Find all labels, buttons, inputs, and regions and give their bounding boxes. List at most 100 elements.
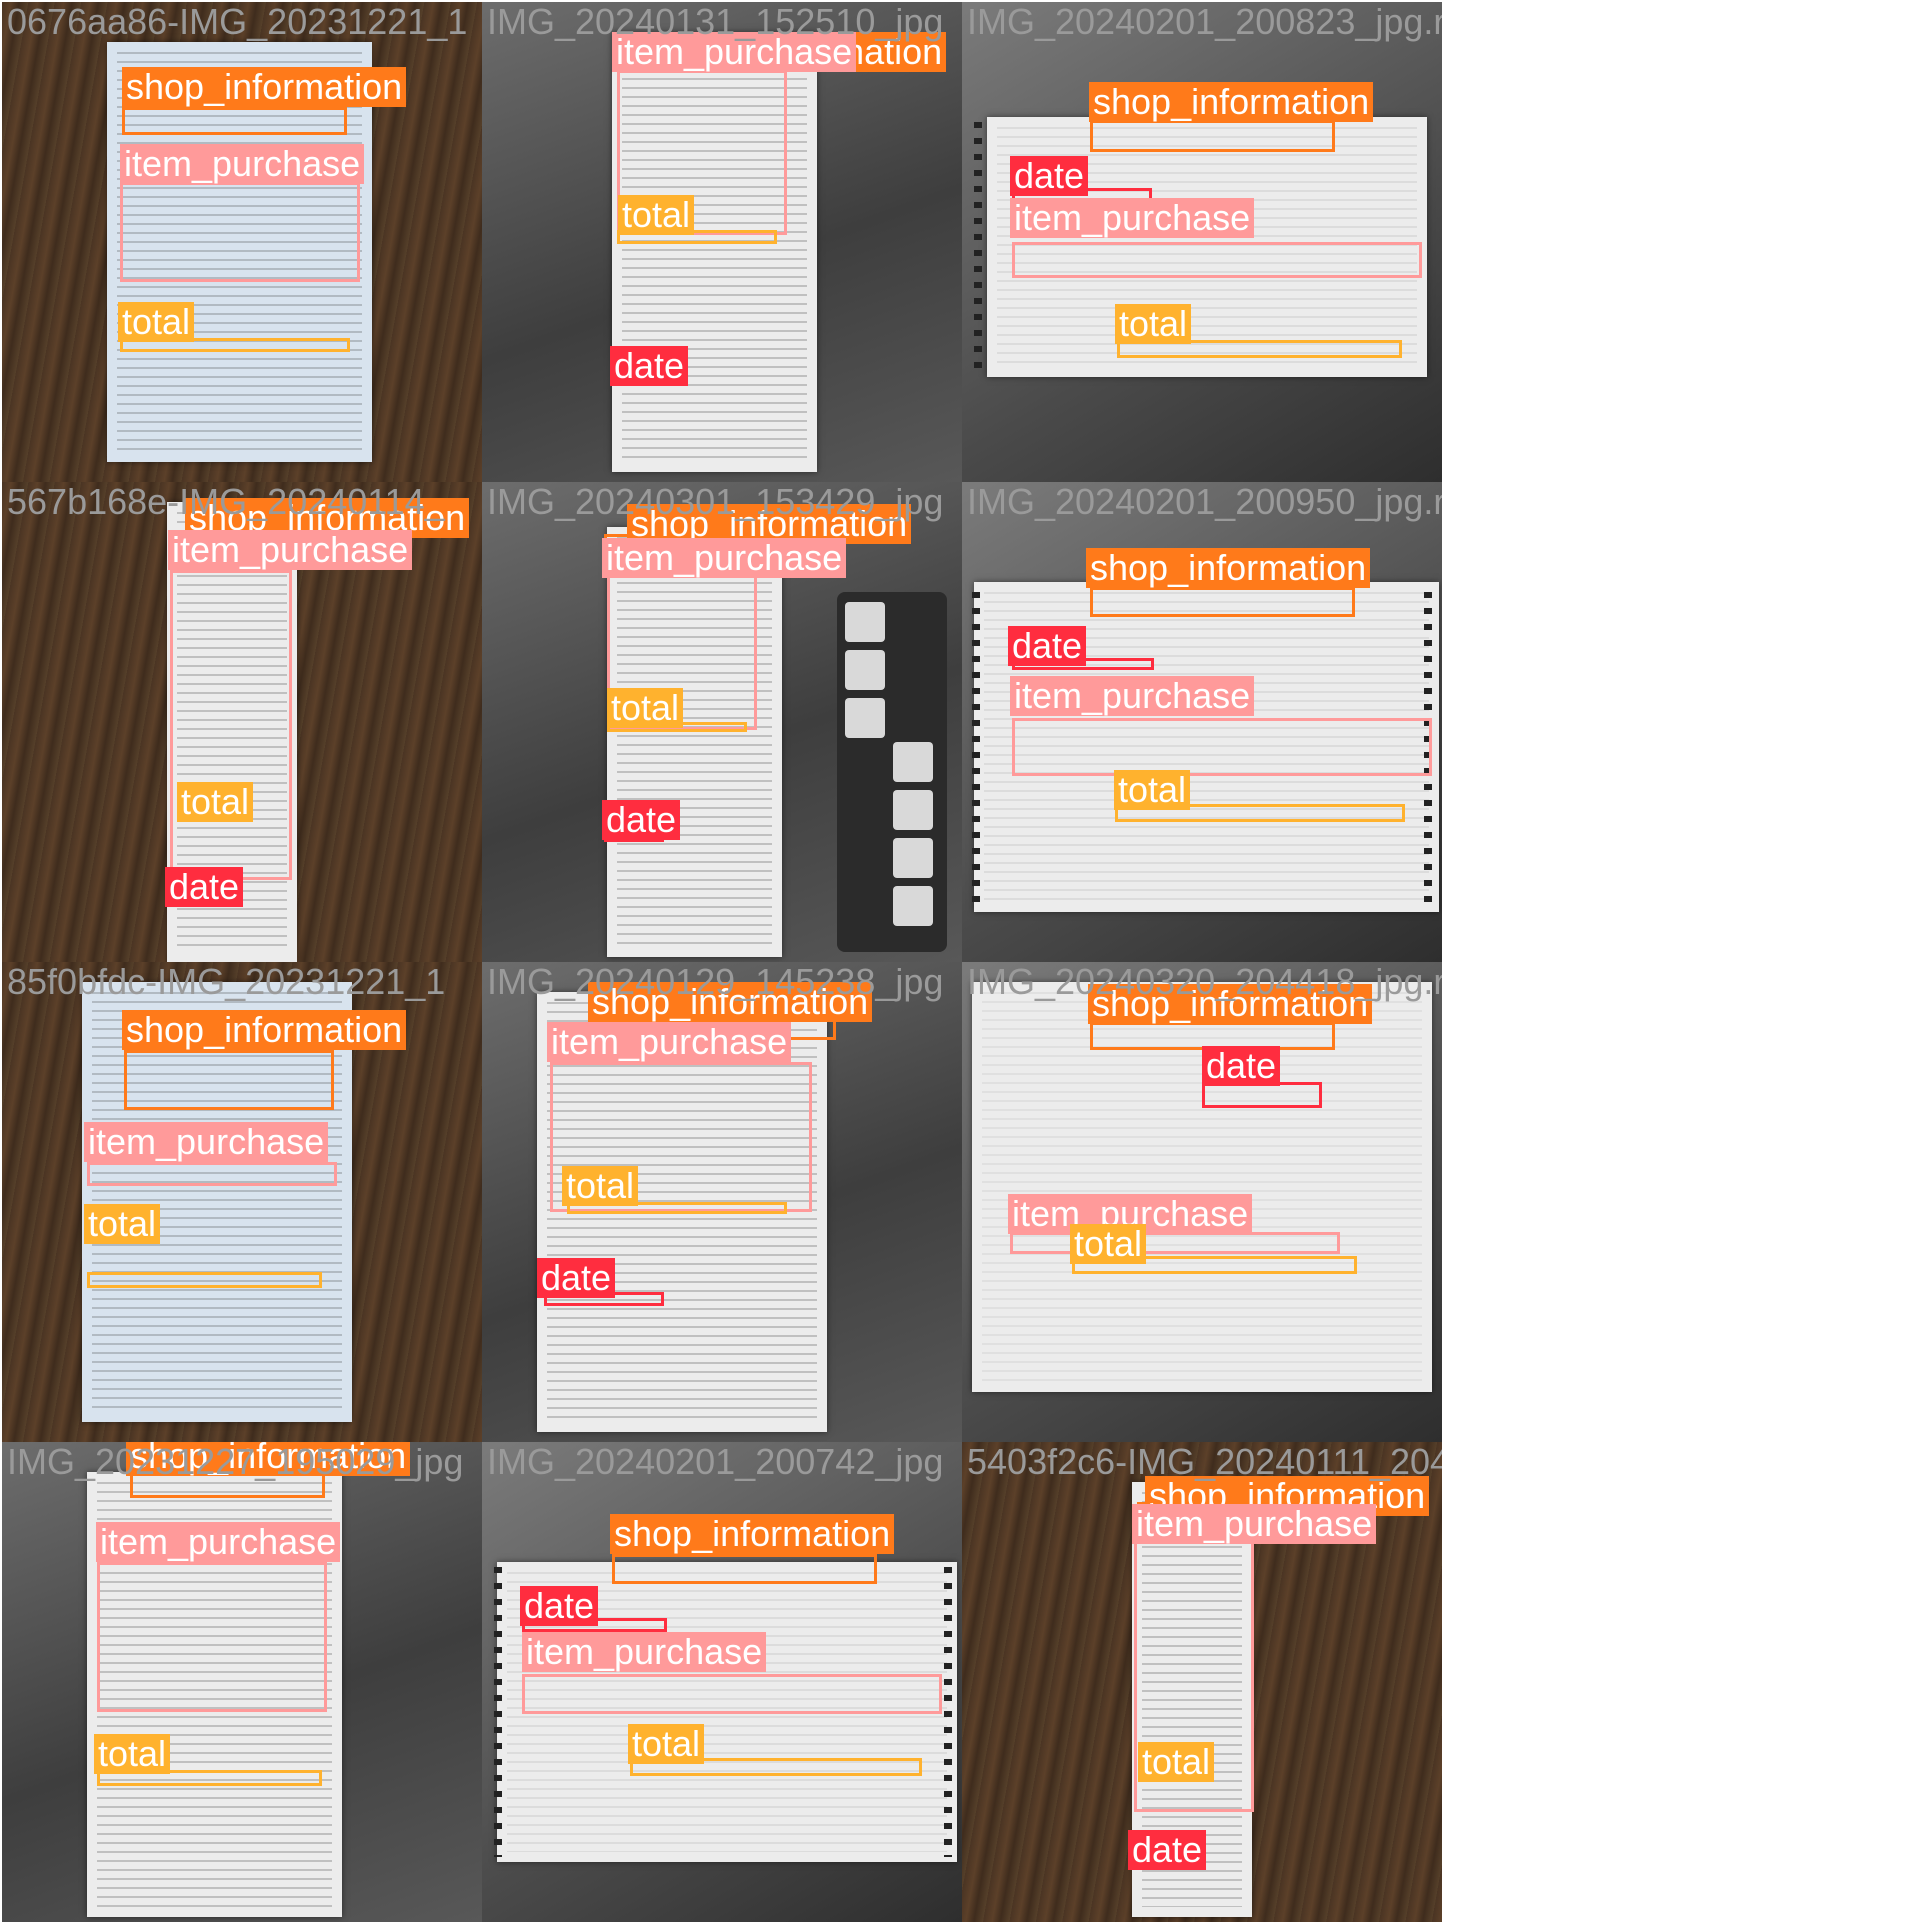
date-label: date — [610, 346, 689, 386]
date-label: date — [1008, 626, 1087, 666]
item-purchase-label: item_purchase — [1132, 1504, 1377, 1544]
item-purchase-label: item_purchase — [1010, 198, 1255, 238]
total-label: total — [607, 688, 684, 728]
item-purchase-box — [120, 182, 360, 282]
tile-filename: IMG_20240131_152510_jpg — [487, 2, 944, 42]
perforation — [944, 1567, 952, 1857]
tile-10: shop_information item_purchase total IMG… — [2, 1442, 482, 1922]
perforation — [1424, 592, 1432, 902]
tile-1: shop_information item_purchase total 067… — [2, 2, 482, 482]
shop-info-label: shop_information — [122, 67, 407, 107]
item-purchase-label: item_purchase — [120, 144, 365, 184]
item-purchase-box — [550, 1062, 812, 1212]
date-label: date — [537, 1258, 616, 1298]
item-purchase-box — [170, 570, 292, 880]
tile-4: shop_information item_purchase total dat… — [2, 482, 482, 962]
tile-empty-4 — [1442, 1442, 1920, 1922]
shop-info-box — [122, 107, 347, 135]
total-box — [97, 1770, 322, 1786]
item-purchase-label: item_purchase — [522, 1632, 767, 1672]
shop-info-box — [124, 1050, 334, 1110]
tile-filename: IMG_20240201_200823_jpg.rf.5d19e1f8ca079 — [967, 2, 1442, 42]
item-purchase-box — [97, 1562, 327, 1712]
item-purchase-label: item_purchase — [168, 530, 413, 570]
shop-info-box — [612, 1554, 877, 1584]
shop-info-label: shop_information — [610, 1514, 895, 1554]
keyboard-object — [837, 592, 947, 952]
receipt-image — [612, 32, 817, 472]
total-label: total — [628, 1724, 705, 1764]
receipt-image — [607, 527, 782, 957]
tile-filename: IMG_20240301_153429_jpg — [487, 482, 944, 522]
tile-7: shop_information item_purchase total 85f… — [2, 962, 482, 1442]
tile-filename: 567b168e-IMG_20240114_ — [7, 482, 445, 522]
receipt-image — [107, 42, 372, 462]
tile-12: shop_information item_purchase total dat… — [962, 1442, 1442, 1922]
date-label: date — [520, 1586, 599, 1626]
total-box — [1117, 340, 1402, 358]
date-label: date — [1010, 156, 1089, 196]
item-purchase-box — [1010, 1232, 1340, 1254]
item-purchase-label: item_purchase — [602, 538, 847, 578]
shop-info-box — [1090, 587, 1355, 617]
tile-11: shop_information date item_purchase tota… — [482, 1442, 962, 1922]
perforation — [972, 592, 980, 902]
tile-3: shop_information date item_purchase tota… — [962, 2, 1442, 482]
tile-filename: IMG_20240129_145238_jpg — [487, 962, 944, 1002]
total-label: total — [1138, 1742, 1215, 1782]
item-purchase-box — [522, 1674, 942, 1714]
total-label: total — [562, 1166, 639, 1206]
total-box — [120, 338, 350, 352]
tile-8: shop_information item_purchase total dat… — [482, 962, 962, 1442]
item-purchase-label: item_purchase — [1010, 676, 1255, 716]
tile-filename: IMG_20240320_204418_jpg.rf.c948b0c3c0381 — [967, 962, 1442, 1002]
receipt-image — [82, 982, 352, 1422]
total-label: total — [1115, 304, 1192, 344]
total-box — [1115, 804, 1405, 822]
shop-info-box — [1090, 120, 1335, 152]
item-purchase-box — [1012, 718, 1432, 776]
total-box — [87, 1272, 322, 1288]
tile-filename: 85f0bfdc-IMG_20231221_1 — [7, 962, 446, 1002]
tile-9: shop_information date item_purchase tota… — [962, 962, 1442, 1442]
tile-filename: 0676aa86-IMG_20231221_1 — [7, 2, 468, 42]
shop-info-label: shop_information — [126, 1442, 411, 1476]
shop-info-label: shop_information — [627, 504, 912, 544]
tile-empty-1 — [1442, 2, 1920, 482]
tile-filename: 5403f2c6-IMG_20240111_204434_jpg.rf.893d — [967, 1442, 1442, 1482]
date-label: date — [165, 867, 244, 907]
total-label: total — [94, 1734, 171, 1774]
date-label: date — [1128, 1830, 1207, 1870]
tile-2: shop_information item_purchase total dat… — [482, 2, 962, 482]
tile-5: shop_information item_purchase total dat… — [482, 482, 962, 962]
tile-empty-2 — [1442, 482, 1920, 962]
receipt-image — [972, 982, 1432, 1392]
shop-info-label: shop_information — [122, 1010, 407, 1050]
date-label: date — [602, 800, 681, 840]
tile-filename: IMG_20240201_200742_jpg — [487, 1442, 944, 1482]
tile-6: shop_information date item_purchase tota… — [962, 482, 1442, 962]
total-box — [617, 230, 777, 244]
total-label: total — [118, 302, 195, 342]
total-box — [1072, 1256, 1357, 1274]
total-label: total — [84, 1204, 161, 1244]
total-label: total — [177, 782, 254, 822]
total-label: total — [618, 195, 695, 235]
item-purchase-box — [1012, 242, 1422, 278]
shop-info-label: shop_information — [1089, 82, 1374, 122]
tile-filename: IMG_20231227_195029_jpg — [7, 1442, 464, 1482]
shop-info-label: shop_information — [1088, 984, 1373, 1024]
shop-info-label: shop_information — [588, 982, 873, 1022]
total-label: total — [1070, 1224, 1147, 1264]
total-label: total — [1114, 770, 1191, 810]
perforation — [974, 122, 982, 372]
tile-filename: IMG_20240201_200950_jpg.rf.64f2da99feb55 — [967, 482, 1442, 522]
item-purchase-box — [87, 1162, 337, 1186]
item-purchase-label: item_purchase — [547, 1022, 792, 1062]
item-purchase-label: item_purchase — [84, 1122, 329, 1162]
total-box — [630, 1758, 922, 1776]
tile-empty-3 — [1442, 962, 1920, 1442]
perforation — [494, 1567, 502, 1857]
date-label: date — [1202, 1046, 1281, 1086]
